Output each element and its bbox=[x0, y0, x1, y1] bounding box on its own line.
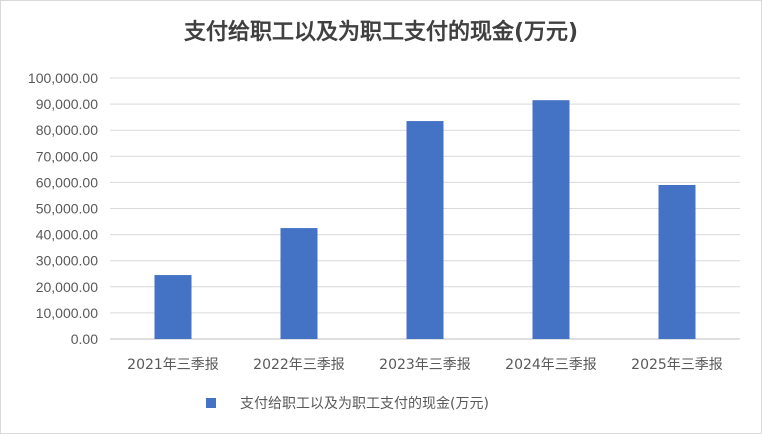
y-tick-label: 90,000.00 bbox=[36, 96, 98, 112]
x-category-label: 2021年三季报 bbox=[127, 357, 219, 373]
y-tick-label: 0.00 bbox=[71, 331, 98, 347]
y-tick-label: 20,000.00 bbox=[36, 279, 98, 295]
bar-3 bbox=[406, 121, 444, 339]
bar-2 bbox=[280, 228, 318, 339]
y-tick-label: 30,000.00 bbox=[36, 253, 98, 269]
y-tick-label: 50,000.00 bbox=[36, 201, 98, 217]
x-category-label: 2024年三季报 bbox=[505, 357, 597, 373]
chart-title: 支付给职工以及为职工支付的现金(万元) bbox=[183, 20, 579, 45]
y-tick-label: 40,000.00 bbox=[36, 227, 98, 243]
legend-swatch bbox=[206, 398, 216, 408]
bar-5 bbox=[658, 185, 696, 339]
y-axis-ticks: 0.00 10,000.00 20,000.00 30,000.00 40,000.00… bbox=[28, 70, 98, 347]
y-tick-label: 70,000.00 bbox=[36, 148, 98, 164]
bar-1 bbox=[154, 275, 192, 339]
y-tick-label: 100,000.00 bbox=[28, 70, 98, 86]
x-category-label: 2023年三季报 bbox=[379, 357, 471, 373]
y-tick-label: 60,000.00 bbox=[36, 174, 98, 190]
x-axis-categories: 2021年三季报 2022年三季报 2023年三季报 2024年三季报 2025年三季报 bbox=[127, 357, 723, 373]
y-tick-label: 80,000.00 bbox=[36, 122, 98, 138]
bar-4 bbox=[532, 100, 570, 339]
legend-label: 支付给职工以及为职工支付的现金(万元) bbox=[240, 396, 489, 412]
y-tick-label: 10,000.00 bbox=[36, 305, 98, 321]
x-category-label: 2025年三季报 bbox=[631, 357, 723, 373]
x-category-label: 2022年三季报 bbox=[253, 357, 345, 373]
legend: 支付给职工以及为职工支付的现金(万元) bbox=[206, 396, 489, 412]
bars bbox=[154, 100, 696, 339]
